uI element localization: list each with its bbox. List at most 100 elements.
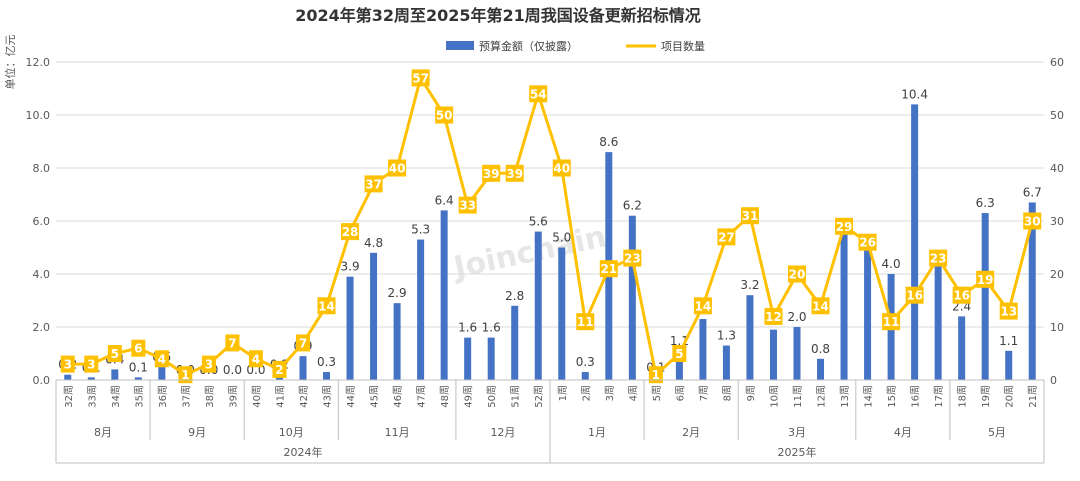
bar-value-label: 4.0	[882, 257, 901, 271]
week-tick-label: 12周	[816, 385, 828, 408]
bar-value-label: 0.1	[129, 360, 148, 374]
bar-value-label: 6.7	[1023, 185, 1042, 199]
left-axis-ticks: 0.0 2.0 4.0 6.0 8.0 10.0 12.0	[26, 56, 51, 387]
line-value-box	[576, 313, 595, 331]
bar	[487, 337, 495, 380]
line-value-box	[623, 249, 642, 267]
bar	[958, 316, 966, 380]
line-value-label: 3	[205, 358, 213, 372]
week-tick-label: 44周	[345, 385, 357, 408]
bar	[769, 329, 777, 380]
line-value-box	[60, 355, 75, 373]
bar-value-label: 2.9	[388, 286, 407, 300]
line-value-box	[435, 106, 454, 124]
bar	[840, 221, 848, 380]
right-tick-label: 30	[1050, 215, 1064, 228]
week-tick-label: 50周	[486, 385, 498, 408]
month-label: 8月	[94, 426, 112, 439]
line-value-box	[552, 159, 571, 177]
bar	[87, 377, 95, 380]
year-label: 2025年	[778, 445, 817, 459]
line-value-label: 33	[459, 199, 476, 213]
bar	[817, 358, 825, 380]
line-value-label: 39	[506, 167, 523, 181]
month-label: 11月	[385, 426, 410, 439]
right-tick-label: 40	[1050, 162, 1064, 175]
week-tick-label: 6周	[674, 385, 686, 401]
line-value-label: 5	[675, 347, 683, 361]
line-value-box	[296, 334, 310, 352]
bar-value-label: 1.3	[717, 329, 736, 343]
week-tick-label: 21周	[1027, 385, 1039, 408]
legend-bar-label: 预算金额（仅披露）	[479, 39, 578, 53]
bar-value-label: 3.9	[341, 260, 360, 274]
line-value-label: 26	[859, 236, 876, 250]
right-axis-ticks: 0 10 20 30 40 50 60	[1050, 56, 1064, 387]
line-value-label: 16	[906, 289, 923, 303]
bar	[1005, 350, 1013, 380]
bar-value-label: 10.4	[901, 87, 928, 101]
week-tick-label: 36周	[157, 385, 169, 408]
bar	[346, 276, 354, 380]
month-label: 12月	[490, 426, 515, 439]
line-value-box	[835, 217, 854, 235]
line-value-box	[458, 196, 477, 214]
line-value-box	[693, 297, 712, 315]
line-value-box	[788, 265, 806, 283]
bar-value-label: 5.6	[529, 215, 548, 229]
line-value-box	[201, 355, 216, 373]
line-value-label: 12	[765, 310, 782, 324]
bar	[511, 305, 519, 380]
line-value-label: 3	[64, 358, 72, 372]
line-value-box	[482, 164, 501, 182]
bar-value-label: 1.1	[999, 334, 1018, 348]
week-tick-label: 4周	[627, 385, 639, 401]
line-value-box	[107, 345, 122, 362]
month-label: 3月	[788, 426, 806, 439]
left-tick-label: 0.0	[33, 374, 51, 387]
week-tick-label: 40周	[251, 385, 263, 408]
week-tick-label: 39周	[227, 385, 239, 408]
x-axis-layer: 32周 33周 34周 35周 36周 37周 38周 39周 40周 41周 42周 43周 44周 4…	[55, 379, 1045, 464]
bar	[675, 350, 683, 380]
bar	[134, 377, 142, 380]
line-value-label: 40	[389, 162, 406, 176]
bar	[558, 247, 566, 380]
line-value-box	[364, 175, 383, 193]
line-value-box	[905, 286, 924, 304]
week-tick-label: 32周	[63, 385, 75, 408]
line-value-label: 11	[577, 315, 594, 329]
week-tick-label: 38周	[204, 385, 216, 408]
week-tick-label: 11周	[792, 385, 804, 408]
bar	[628, 215, 636, 380]
line-value-label: 4	[252, 352, 260, 366]
bar	[464, 337, 472, 380]
bar	[534, 231, 542, 380]
chart-title: 2024年第32周至2025年第21周我国设备更新招标情况	[295, 6, 701, 25]
week-tick-label: 47周	[416, 385, 428, 408]
line-value-label: 3	[87, 358, 95, 372]
bar	[440, 210, 448, 380]
bar	[111, 369, 119, 380]
line-value-box	[929, 249, 948, 267]
month-label: 4月	[894, 426, 912, 439]
right-tick-label: 0	[1050, 374, 1057, 387]
line-value-label: 23	[930, 252, 947, 266]
left-tick-label: 10.0	[26, 109, 51, 122]
week-tick-label: 41周	[274, 385, 286, 408]
bar-value-label: 4.8	[364, 236, 383, 250]
bar	[417, 239, 425, 380]
week-tick-label: 37周	[180, 385, 192, 408]
line-value-box	[976, 270, 995, 288]
line-value-label: 16	[953, 289, 970, 303]
right-tick-label: 50	[1050, 109, 1064, 122]
week-tick-label: 16周	[910, 385, 922, 408]
bar-value-label: 6.2	[623, 199, 642, 213]
bar	[64, 374, 72, 380]
bar	[746, 295, 754, 380]
line-value-box	[529, 85, 548, 103]
bar-value-label: 2.8	[505, 289, 524, 303]
month-label: 1月	[588, 426, 606, 439]
